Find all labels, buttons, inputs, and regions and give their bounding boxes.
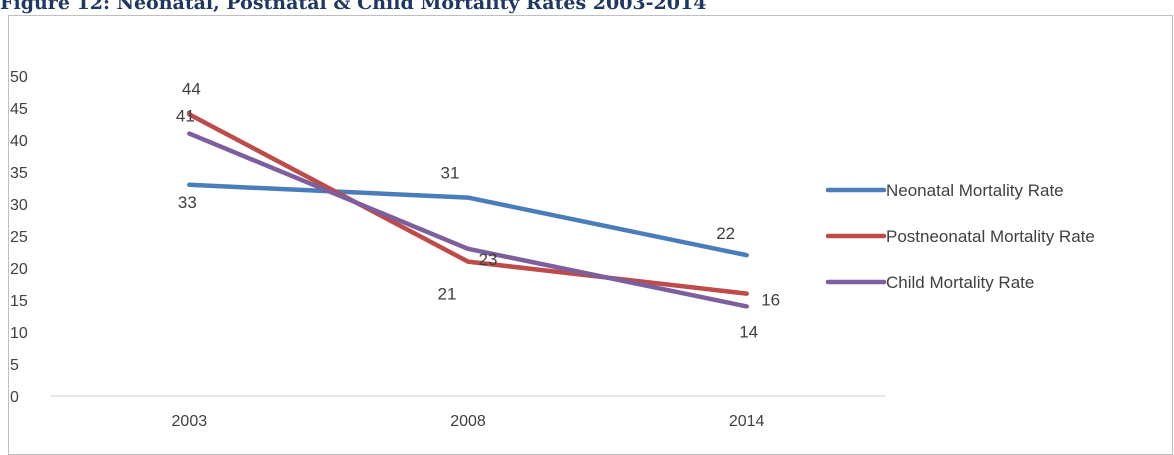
series-lines <box>187 112 749 309</box>
y-tick-label: 10 <box>10 325 28 342</box>
x-tick-label: 2003 <box>172 413 208 430</box>
x-tick-label: 2014 <box>729 413 765 430</box>
data-label: 23 <box>479 250 498 269</box>
y-tick-label: 0 <box>10 389 19 406</box>
legend: Neonatal Mortality Rate Postneonatal Mort… <box>825 181 1095 292</box>
y-tick-label: 30 <box>10 197 28 214</box>
y-tick-label: 5 <box>10 357 19 374</box>
data-label: 33 <box>178 193 197 212</box>
series-line-neonatal-mortality-rate <box>187 182 749 258</box>
data-label: 14 <box>739 322 758 341</box>
y-tick-label: 45 <box>10 101 28 118</box>
data-label: 22 <box>716 224 735 243</box>
y-tick-label: 40 <box>10 133 28 150</box>
legend-label: Child Mortality Rate <box>886 273 1034 292</box>
data-label: 16 <box>761 291 780 310</box>
y-tick-label: 15 <box>10 293 28 310</box>
x-tick-label: 2008 <box>450 413 486 430</box>
data-label: 41 <box>176 107 195 126</box>
data-label: 44 <box>182 79 201 98</box>
series-line-postneonatal-mortality-rate <box>187 112 749 296</box>
data-labels: 33 31 22 44 21 16 41 23 14 <box>176 79 780 341</box>
y-tick-label: 35 <box>10 165 28 182</box>
chart-title: Figure 12: Neonatal, Postnatal & Child M… <box>0 0 707 14</box>
x-axis-ticks: 2003 2008 2014 <box>172 413 765 430</box>
legend-label: Neonatal Mortality Rate <box>886 181 1064 200</box>
y-axis-ticks: 0 5 10 15 20 25 30 35 40 45 50 <box>10 69 28 406</box>
legend-label: Postneonatal Mortality Rate <box>886 227 1095 246</box>
series-line-child-mortality-rate <box>187 131 749 309</box>
data-label: 31 <box>441 164 460 183</box>
y-tick-label: 25 <box>10 229 28 246</box>
y-tick-label: 50 <box>10 69 28 86</box>
data-label: 21 <box>438 285 457 304</box>
y-tick-label: 20 <box>10 261 28 278</box>
